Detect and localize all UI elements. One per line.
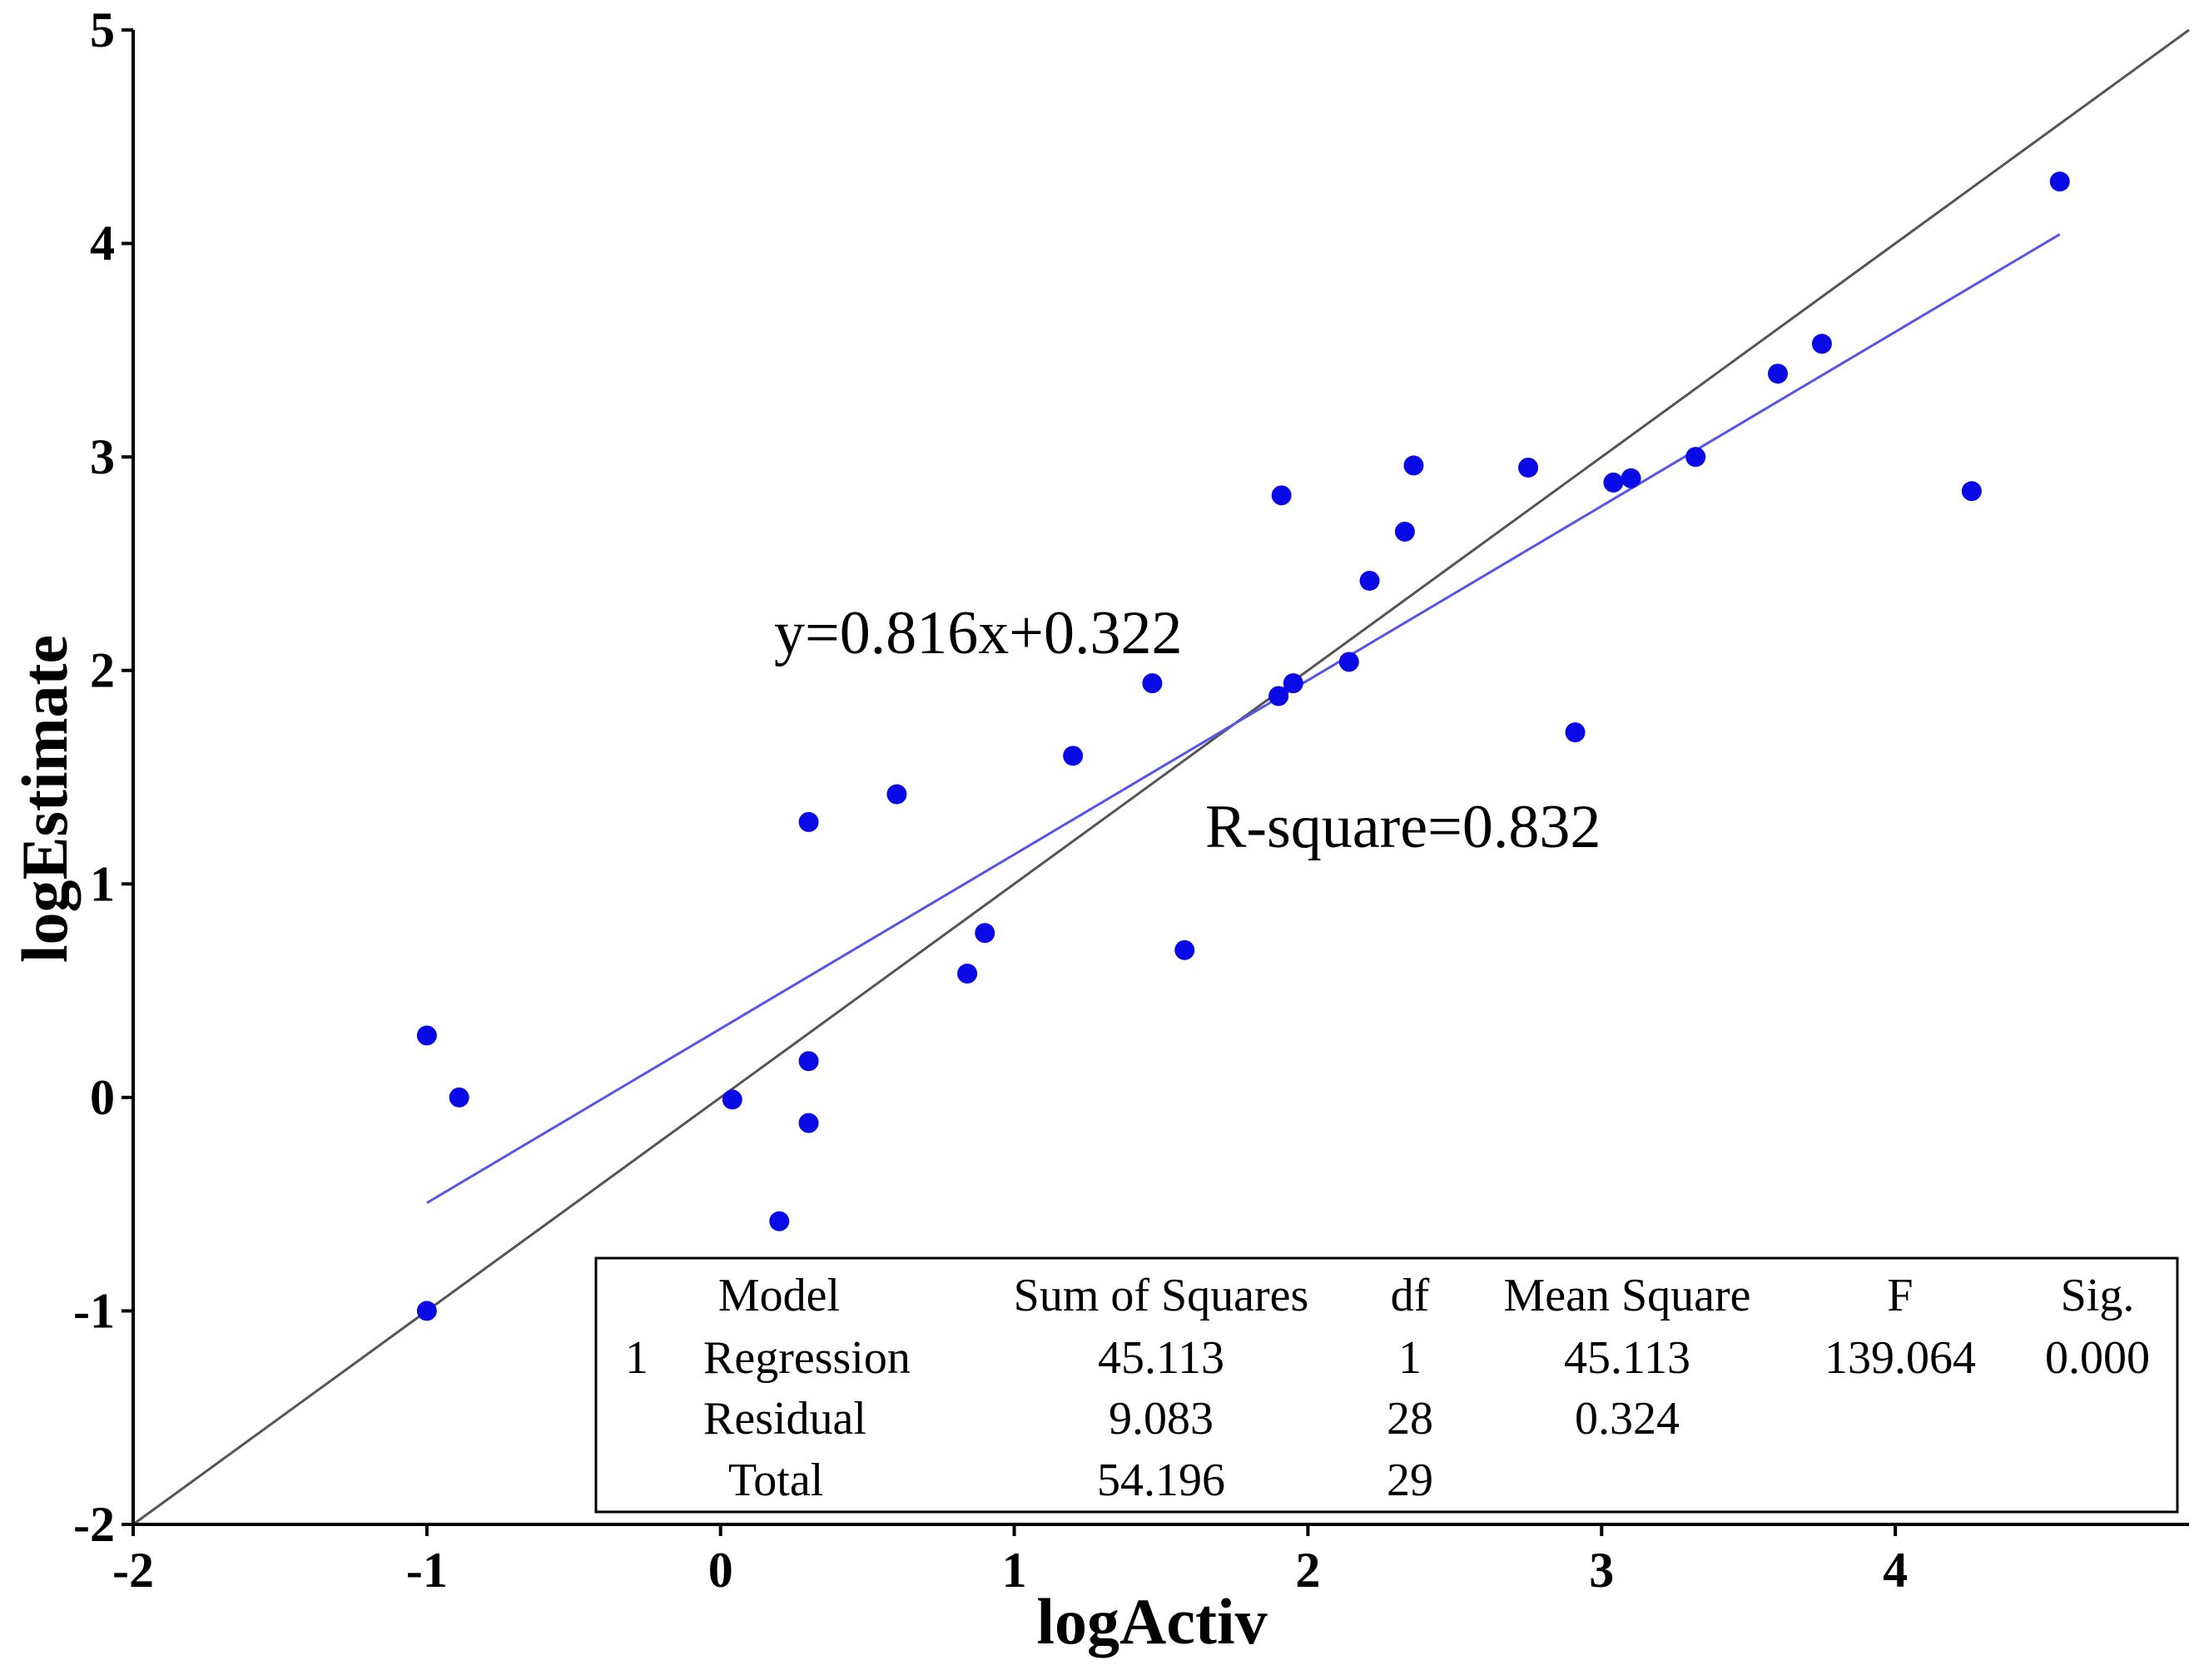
data-point (2049, 171, 2070, 192)
data-point (1174, 939, 1195, 960)
data-point (1961, 481, 1982, 502)
anova-row-residual-model: Residual (703, 1393, 866, 1445)
data-point (1518, 457, 1539, 478)
regression-fit-line (426, 233, 2061, 1204)
anova-row-regression-sig: 0.000 (2045, 1332, 2150, 1384)
x-tick-label: 4 (1883, 1543, 1908, 1598)
x-tick-label: -1 (406, 1543, 448, 1598)
data-point (798, 811, 819, 832)
anova-row-residual-ss: 9.083 (1109, 1393, 1214, 1445)
x-tick-label: 1 (1002, 1543, 1027, 1598)
anova-row-residual-df: 28 (1387, 1393, 1433, 1445)
anova-header-df: df (1391, 1270, 1430, 1321)
data-point (1565, 722, 1586, 743)
data-point (975, 923, 995, 944)
data-point (449, 1087, 469, 1108)
data-point (1811, 334, 1832, 354)
anova-row-total-df: 29 (1387, 1455, 1433, 1506)
data-point (1268, 686, 1289, 706)
anova-row-regression-df: 1 (1398, 1332, 1422, 1384)
y-axis-title: logEstimate (8, 635, 81, 963)
y-tick-label: 5 (90, 2, 115, 57)
y-tick-label: 2 (90, 643, 115, 698)
anova-table: Model Sum of Squares df Mean Square F Si… (594, 1256, 2179, 1514)
x-tick-label: -2 (112, 1543, 154, 1598)
data-point (722, 1089, 742, 1110)
data-point (1142, 673, 1163, 694)
data-point (1685, 447, 1706, 468)
data-point (1621, 468, 1641, 488)
anova-table-frame (594, 1256, 2179, 1514)
data-point (1063, 746, 1084, 766)
anova-header-f: F (1887, 1270, 1913, 1321)
anova-model-number: 1 (625, 1332, 648, 1384)
regression-equation: y=0.816x+0.322 (774, 599, 1182, 667)
data-point (1394, 521, 1415, 542)
data-point (416, 1025, 437, 1046)
data-point (1403, 455, 1424, 476)
anova-header-model: Model (718, 1270, 840, 1321)
anova-row-regression-ms: 45.113 (1564, 1332, 1690, 1384)
x-tick-label: 3 (1589, 1543, 1614, 1598)
anova-row-regression-model: Regression (703, 1332, 911, 1384)
x-tick-label: 2 (1295, 1543, 1320, 1598)
data-point (886, 784, 907, 805)
data-point (957, 964, 978, 984)
anova-row-regression-f: 139.064 (1824, 1332, 1976, 1384)
data-point (1338, 652, 1359, 672)
data-point (798, 1113, 819, 1133)
anova-row-regression-ss: 45.113 (1098, 1332, 1224, 1384)
y-tick-label: 1 (90, 856, 115, 911)
anova-header-sum-of-squares: Sum of Squares (1014, 1270, 1309, 1321)
anova-row-total-model: Total (728, 1455, 823, 1506)
x-axis-title: logActiv (1036, 1585, 1267, 1658)
y-tick-label: -2 (73, 1497, 115, 1552)
data-point (1283, 673, 1303, 694)
x-tick-label: 0 (708, 1543, 733, 1598)
y-tick-label: -1 (73, 1283, 115, 1338)
anova-row-total-ss: 54.196 (1097, 1455, 1225, 1506)
data-point (798, 1051, 819, 1072)
data-point (416, 1301, 437, 1321)
data-point (1271, 485, 1292, 506)
anova-header-mean-square: Mean Square (1503, 1270, 1750, 1321)
y-tick-label: 0 (90, 1070, 115, 1125)
r-square-label: R-square=0.832 (1205, 793, 1601, 861)
data-point (1603, 472, 1624, 493)
y-tick-label: 3 (90, 429, 115, 484)
data-point (769, 1211, 790, 1232)
data-point (1359, 570, 1380, 591)
data-point (1768, 364, 1788, 384)
anova-row-residual-ms: 0.324 (1575, 1393, 1680, 1445)
identity-line (132, 28, 2190, 1526)
anova-header-sig: Sig. (2061, 1270, 2135, 1321)
y-tick-label: 4 (90, 216, 115, 271)
